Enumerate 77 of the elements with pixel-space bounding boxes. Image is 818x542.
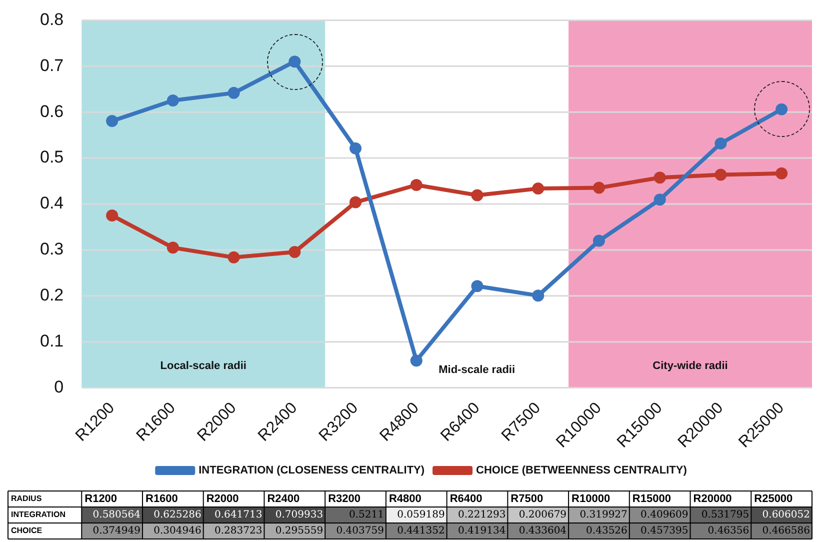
data-label: 0.531795	[701, 510, 750, 521]
data-label: 0.580564	[92, 510, 140, 521]
point	[654, 172, 666, 184]
text: INTEGRATION	[11, 510, 66, 520]
y-tick-label: 0.1	[40, 332, 64, 351]
data-label: 0.441352	[397, 526, 445, 537]
point	[776, 103, 788, 116]
data-label: 0.466586	[762, 526, 810, 537]
y-tick-label: 0.8	[40, 10, 64, 29]
data-label: 0.221293	[458, 510, 506, 521]
data-label: 0.5211	[348, 510, 384, 521]
category-label: R20000	[693, 493, 732, 506]
band-label: Local-scale radii	[160, 360, 246, 372]
point	[288, 246, 301, 258]
y-tick-label: 0.3	[40, 240, 64, 259]
category-label: R15000	[632, 493, 671, 506]
text: R2400	[267, 493, 300, 506]
point	[410, 178, 422, 191]
point	[166, 94, 179, 106]
legend-label: INTEGRATION (CLOSENESS CENTRALITY)	[198, 464, 425, 477]
data-label: 0.625286	[154, 510, 202, 521]
y-tick-label: 0.6	[40, 102, 64, 121]
point	[106, 210, 118, 222]
data-label: 0.283723	[214, 526, 262, 537]
category-label: R6400	[450, 493, 482, 506]
data-label: 0.374949	[92, 526, 140, 537]
y-tick-label: 0.2	[40, 286, 64, 305]
point	[288, 56, 301, 68]
point	[592, 182, 605, 194]
y-tick-label: 0.7	[40, 56, 64, 75]
data-label: 0.457395	[640, 526, 688, 537]
point	[714, 168, 727, 181]
data-label: 0.419134	[458, 526, 506, 537]
category-label: R1600	[145, 493, 178, 506]
annotation: Mid-scale radii	[438, 364, 516, 376]
data-label: 0.200679	[518, 510, 567, 521]
data-label: 0.709933	[275, 510, 324, 521]
point	[532, 290, 544, 302]
category-label: R4800	[388, 493, 422, 506]
point	[471, 280, 484, 292]
text: R25000	[754, 493, 793, 506]
category-label: R3200	[328, 493, 361, 506]
category-label: R2000	[206, 493, 239, 506]
data-label: 0.606052	[762, 510, 810, 521]
data-label: 0.403759	[336, 526, 384, 537]
data-label: 0.43526	[586, 526, 628, 537]
y-tick-label: 0	[54, 377, 64, 396]
point	[166, 242, 179, 254]
data-label: 0.433604	[518, 526, 567, 537]
point	[228, 251, 240, 264]
legend-label: CHOICE (BETWEENNESS CENTRALITY)	[476, 464, 688, 477]
data-label: 0.295559	[275, 526, 324, 537]
point	[532, 182, 544, 195]
data-label: 0.059189	[397, 510, 445, 521]
text: R1200	[84, 493, 118, 506]
point	[776, 167, 788, 180]
category-label: R7500	[510, 493, 544, 506]
data-label: 0.304946	[154, 526, 202, 537]
point	[410, 354, 422, 367]
data-label: 0.46356	[708, 526, 750, 537]
point	[106, 115, 118, 128]
y-tick-label: 0.4	[40, 194, 64, 213]
data-label: 0.319927	[580, 510, 628, 521]
text: CHOICE	[11, 526, 43, 536]
text: R10000	[572, 493, 610, 506]
text: RADIUS	[11, 494, 42, 504]
point	[471, 189, 484, 202]
data-label: 0.641713	[214, 510, 262, 521]
point	[228, 86, 240, 99]
point	[350, 196, 362, 208]
y-tick-label: 0.5	[40, 148, 64, 167]
point	[714, 137, 727, 150]
point	[350, 142, 362, 154]
data-label: 0.409609	[640, 510, 688, 521]
band-label: City-wide radii	[652, 360, 728, 372]
point	[654, 194, 666, 206]
point	[592, 234, 605, 247]
